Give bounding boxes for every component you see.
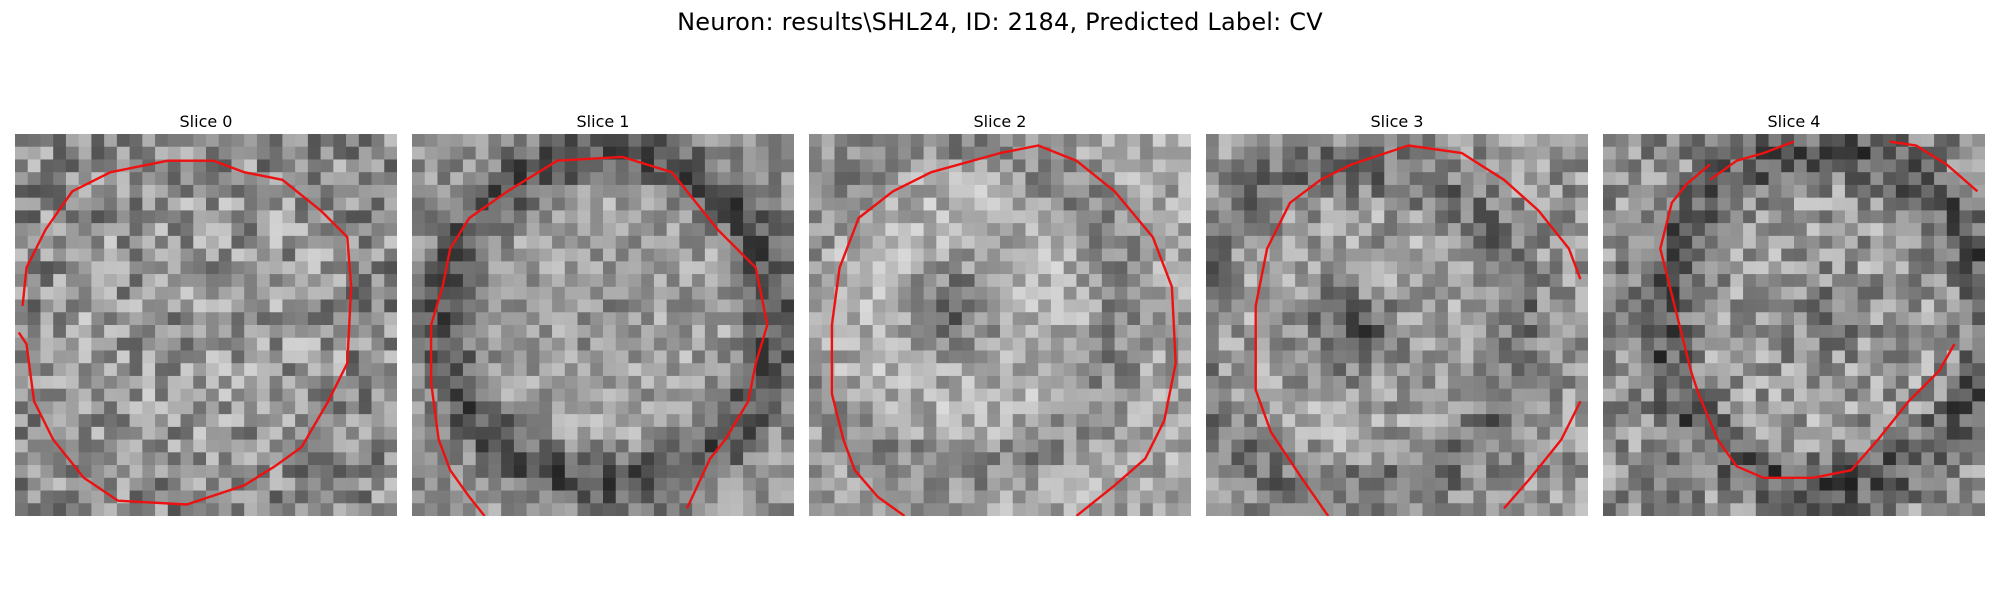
panel-title: Slice 4 xyxy=(1767,112,1821,131)
panel-slice-0: Slice 0 xyxy=(15,110,397,516)
figure-title: Neuron: results\SHL24, ID: 2184, Predict… xyxy=(677,8,1323,36)
slice-image xyxy=(1206,134,1588,516)
contour-line xyxy=(830,144,1177,516)
slice-image xyxy=(15,134,397,516)
panel-title: Slice 2 xyxy=(973,112,1027,131)
slice-image xyxy=(809,134,1191,516)
panel-title: Slice 1 xyxy=(576,112,630,131)
contour-line xyxy=(17,159,353,506)
contour-line xyxy=(1709,140,1795,181)
contour-line xyxy=(1659,163,1956,479)
panel-slice-1: Slice 1 xyxy=(412,110,794,516)
panel-slice-4: Slice 4 xyxy=(1603,110,1985,516)
contour-line xyxy=(1254,144,1582,516)
contour-line xyxy=(1503,400,1582,510)
slice-image xyxy=(1603,134,1985,516)
contour-line xyxy=(429,155,769,516)
panel-title: Slice 0 xyxy=(179,112,233,131)
slice-image xyxy=(412,134,794,516)
contour-line xyxy=(1889,140,1979,193)
panel-slice-2: Slice 2 xyxy=(809,110,1191,516)
panel-slice-3: Slice 3 xyxy=(1206,110,1588,516)
panel-title: Slice 3 xyxy=(1370,112,1424,131)
